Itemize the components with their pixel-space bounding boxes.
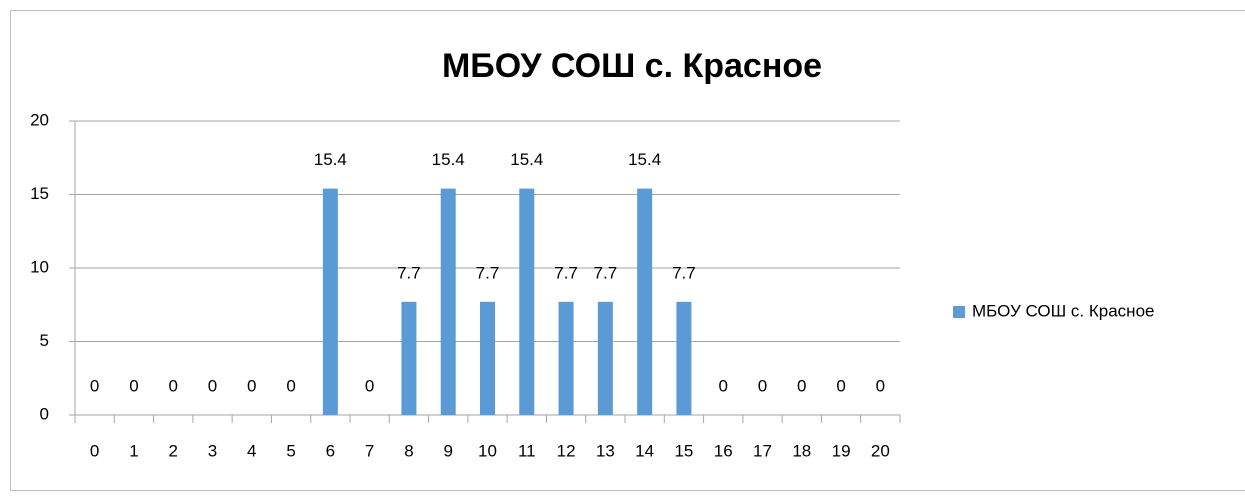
x-tick-label: 5 bbox=[286, 441, 295, 460]
bar bbox=[519, 188, 535, 415]
x-tick-label: 14 bbox=[635, 441, 654, 460]
bar bbox=[637, 188, 653, 415]
data-label: 7.7 bbox=[476, 263, 500, 282]
data-label: 0 bbox=[247, 376, 256, 395]
data-label: 0 bbox=[797, 376, 806, 395]
bar bbox=[480, 301, 495, 415]
x-tick-label: 4 bbox=[247, 441, 256, 460]
chart-title: МБОУ СОШ с. Красное bbox=[442, 47, 822, 85]
data-label: 0 bbox=[168, 376, 177, 395]
x-tick-label: 2 bbox=[168, 441, 177, 460]
legend-label: МБОУ СОШ с. Красное bbox=[972, 301, 1154, 320]
bar bbox=[322, 188, 338, 415]
y-tick-label: 0 bbox=[40, 404, 49, 423]
data-label: 0 bbox=[836, 376, 845, 395]
legend-swatch bbox=[953, 306, 965, 318]
bar bbox=[676, 301, 692, 415]
data-label: 15.4 bbox=[432, 150, 465, 169]
x-tick-label: 20 bbox=[871, 441, 890, 460]
data-label: 0 bbox=[90, 376, 99, 395]
data-label: 0 bbox=[129, 376, 138, 395]
y-tick-label: 15 bbox=[30, 184, 49, 203]
data-label: 0 bbox=[365, 376, 374, 395]
data-label: 7.7 bbox=[594, 263, 618, 282]
x-tick-label: 10 bbox=[478, 441, 497, 460]
y-tick-label: 5 bbox=[40, 331, 49, 350]
data-label: 15.4 bbox=[628, 150, 661, 169]
data-label: 15.4 bbox=[314, 150, 347, 169]
y-tick-label: 10 bbox=[30, 257, 49, 276]
data-label: 7.7 bbox=[554, 263, 578, 282]
x-tick-label: 19 bbox=[832, 441, 851, 460]
bar bbox=[401, 301, 417, 415]
x-tick-label: 15 bbox=[674, 441, 693, 460]
data-label: 15.4 bbox=[510, 150, 543, 169]
x-tick-label: 6 bbox=[326, 441, 335, 460]
x-tick-label: 12 bbox=[557, 441, 576, 460]
data-label: 7.7 bbox=[397, 263, 421, 282]
x-tick-label: 8 bbox=[404, 441, 413, 460]
data-label: 0 bbox=[286, 376, 295, 395]
x-tick-label: 3 bbox=[208, 441, 217, 460]
bar bbox=[558, 301, 574, 415]
chart-frame bbox=[10, 10, 1245, 491]
x-tick-label: 7 bbox=[365, 441, 374, 460]
data-label: 7.7 bbox=[672, 263, 696, 282]
data-label: 0 bbox=[208, 376, 217, 395]
x-tick-label: 16 bbox=[714, 441, 733, 460]
x-tick-label: 0 bbox=[90, 441, 99, 460]
x-tick-label: 13 bbox=[596, 441, 615, 460]
x-tick-label: 17 bbox=[753, 441, 772, 460]
data-label: 0 bbox=[758, 376, 767, 395]
bar bbox=[440, 188, 456, 415]
x-tick-label: 9 bbox=[443, 441, 452, 460]
bar bbox=[597, 301, 613, 415]
x-tick-label: 11 bbox=[518, 441, 536, 460]
data-label: 0 bbox=[718, 376, 727, 395]
x-tick-label: 1 bbox=[129, 441, 138, 460]
x-tick-label: 18 bbox=[792, 441, 811, 460]
data-label: 0 bbox=[876, 376, 885, 395]
y-tick-label: 20 bbox=[30, 110, 49, 129]
